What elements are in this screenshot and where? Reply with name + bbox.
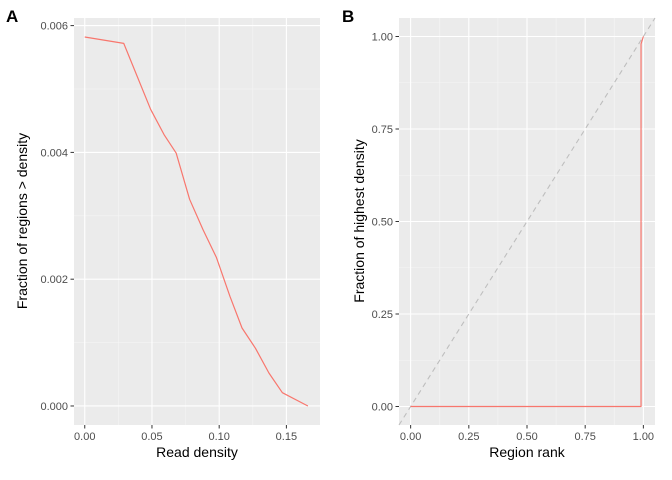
panel-b: B 0.00 0.25 0.50 0.75 1.00 0.00 0.25 0.50 0.75 1.… <box>342 7 656 460</box>
panel-a-tag: A <box>6 7 18 26</box>
reference-group-b <box>398 17 656 426</box>
panel-a: A 0.00 0.05 0.10 0.15 0.000 0.002 0.004 0.006 R… <box>6 7 320 460</box>
y-tick-label: 0.00 <box>372 402 393 414</box>
x-tick-label: 0.25 <box>458 431 479 443</box>
reference-line <box>398 17 656 426</box>
ticks-a: 0.00 0.05 0.10 0.15 0.000 0.002 0.004 0.006 <box>40 21 297 443</box>
x-tick-label: 0.50 <box>516 431 537 443</box>
ticks-b: 0.00 0.25 0.50 0.75 1.00 0.00 0.25 0.50 0.75 1.00 <box>372 32 654 444</box>
series-group-a <box>84 36 309 407</box>
plot-area-a <box>74 18 320 425</box>
panel-b-tag: B <box>342 7 354 26</box>
y-tick-label: 0.000 <box>40 401 68 413</box>
y-tick-label: 0.50 <box>372 217 393 229</box>
y-tick-label: 0.006 <box>40 21 68 33</box>
y-tick-label: 0.75 <box>372 124 393 136</box>
series-group-b <box>410 36 644 408</box>
x-tick-label: 0.10 <box>208 431 229 443</box>
x-axis-title-a: Read density <box>156 444 238 460</box>
x-tick-label: 1.00 <box>633 431 654 443</box>
series-line <box>84 36 309 407</box>
series-line <box>410 36 644 408</box>
y-tick-label: 0.25 <box>372 309 393 321</box>
gridlines-b <box>399 18 655 425</box>
x-tick-label: 0.00 <box>400 431 421 443</box>
x-tick-label: 0.75 <box>574 431 595 443</box>
y-tick-label: 0.004 <box>40 147 68 159</box>
x-axis-title-b: Region rank <box>489 444 565 460</box>
y-axis-title-b: Fraction of highest density <box>351 139 367 302</box>
x-tick-label: 0.05 <box>141 431 162 443</box>
y-tick-label: 0.002 <box>40 274 68 286</box>
x-tick-label: 0.00 <box>74 431 95 443</box>
y-tick-label: 1.00 <box>372 32 393 44</box>
gridlines-a <box>74 18 320 425</box>
y-axis-title-a: Fraction of regions > density <box>14 133 30 309</box>
x-tick-label: 0.15 <box>276 431 297 443</box>
